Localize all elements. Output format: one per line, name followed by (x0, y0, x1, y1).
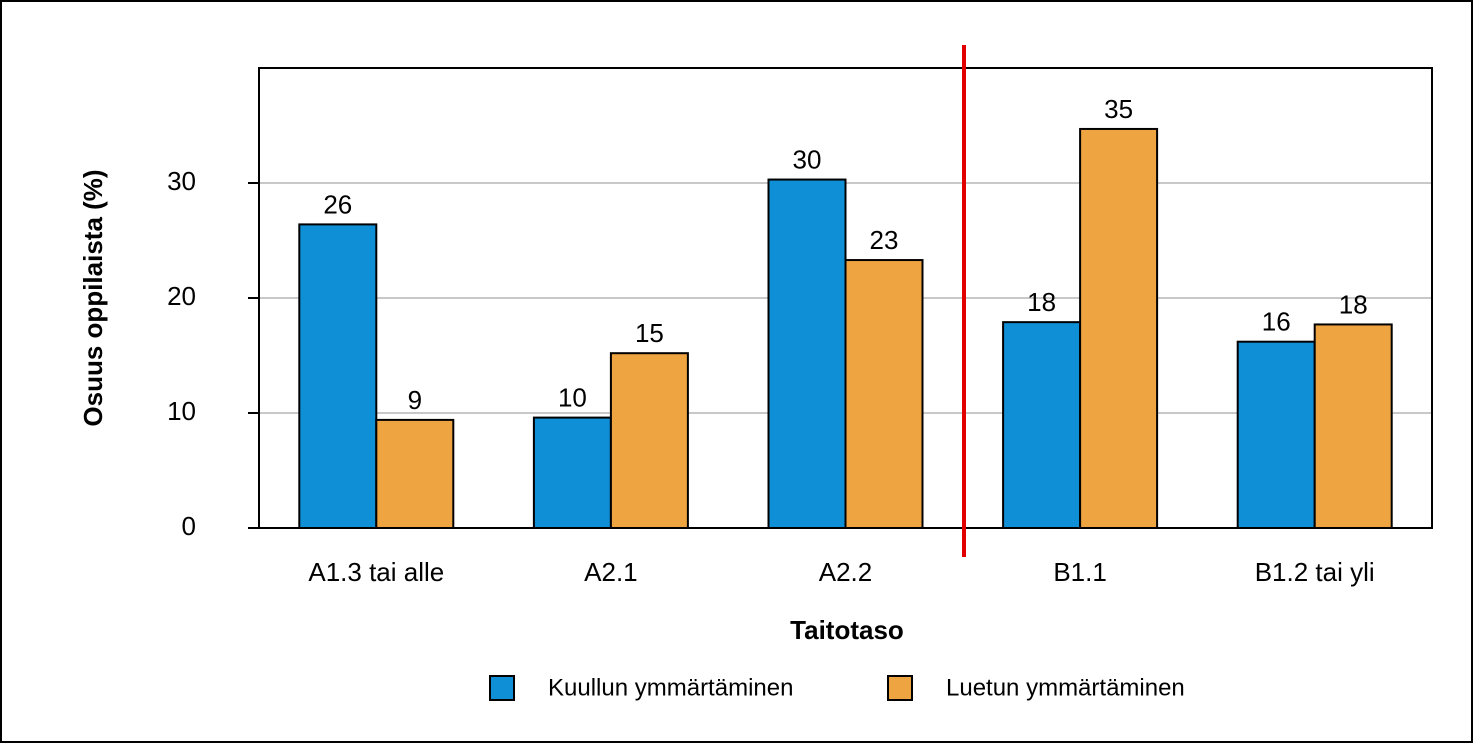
bar (375, 418, 455, 529)
x-tick-label: A2.2 (819, 557, 873, 587)
value-label: 18 (1027, 287, 1056, 317)
value-label: 10 (558, 382, 587, 412)
bar (609, 352, 689, 530)
value-label: 9 (408, 385, 422, 415)
value-label: 16 (1262, 307, 1291, 337)
value-label: 15 (635, 318, 664, 348)
value-label: 23 (870, 225, 899, 255)
x-tick-label: B1.1 (1053, 557, 1107, 587)
y-axis-title: Osuus oppilaista (%) (78, 169, 108, 426)
bars (298, 127, 1393, 530)
y-tick-label: 30 (167, 166, 196, 196)
value-label: 30 (793, 144, 822, 174)
value-label: 26 (323, 189, 352, 219)
bar (1313, 323, 1393, 530)
legend-swatch (887, 675, 913, 701)
legend-label: Kuullun ymmärtäminen (548, 674, 793, 701)
bar (298, 223, 378, 529)
bar (844, 259, 924, 529)
bar (1079, 127, 1159, 529)
y-tick-label: 20 (167, 281, 196, 311)
bar (532, 416, 612, 530)
x-tick-label: A2.1 (584, 557, 638, 587)
value-label: 18 (1339, 289, 1368, 319)
legend-swatch (489, 675, 515, 701)
value-label: 35 (1104, 94, 1133, 124)
legend-label: Luetun ymmärtäminen (946, 674, 1185, 701)
x-tick-label: A1.3 tai alle (308, 557, 444, 587)
bar (1002, 321, 1082, 529)
bar (1236, 340, 1316, 530)
bar (767, 178, 847, 530)
x-axis-title: Taitotaso (790, 615, 904, 645)
y-tick-label: 10 (167, 396, 196, 426)
x-tick-label: B1.2 tai yli (1255, 557, 1375, 587)
plot-border (258, 67, 1433, 529)
y-tick-label: 0 (182, 511, 196, 541)
